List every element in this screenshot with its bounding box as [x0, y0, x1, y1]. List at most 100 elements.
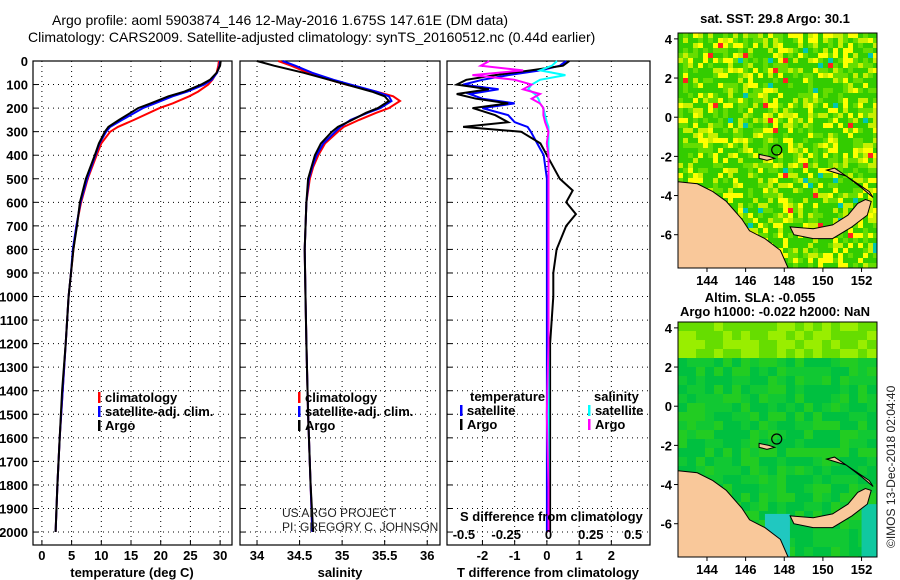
map-cell — [813, 198, 818, 203]
map-cell — [688, 103, 693, 108]
map-cell — [738, 198, 743, 203]
map-cell — [705, 466, 714, 475]
map-cell — [813, 168, 818, 173]
map-cell — [858, 412, 867, 421]
map-cell — [728, 198, 733, 203]
map-cell — [818, 168, 823, 173]
map-cell — [693, 153, 698, 158]
map-cell — [853, 248, 858, 253]
map-cell — [783, 143, 788, 148]
map-cell — [743, 58, 748, 63]
map-cell — [853, 143, 858, 148]
map-cell — [840, 394, 849, 403]
map-cell — [763, 168, 768, 173]
map-cell — [804, 340, 813, 349]
map-cell — [753, 203, 758, 208]
map-cell — [848, 153, 853, 158]
map-cell — [678, 178, 683, 183]
map-cell — [753, 118, 758, 123]
map-cell — [687, 457, 696, 466]
map-cell — [683, 38, 688, 43]
map-cell — [714, 403, 723, 412]
map-cell — [831, 430, 840, 439]
map-cell — [758, 123, 763, 128]
map-cell — [798, 78, 803, 83]
map-cell — [783, 118, 788, 123]
map-cell — [759, 457, 768, 466]
lon-tick-label: 148 — [773, 273, 795, 288]
map-cell — [867, 484, 876, 493]
map-cell — [777, 394, 786, 403]
map-cell — [822, 466, 831, 475]
map-cell — [795, 385, 804, 394]
map-cell — [858, 108, 863, 113]
map-cell — [713, 148, 718, 153]
x-tick-label: 36 — [420, 548, 434, 563]
map-cell — [778, 58, 783, 63]
lat-tick-label: 4 — [665, 32, 673, 47]
map-cell — [838, 63, 843, 68]
map-cell — [714, 331, 723, 340]
map-cell — [858, 133, 863, 138]
map-cell — [868, 138, 873, 143]
map-cell — [768, 48, 773, 53]
map-cell — [813, 511, 822, 520]
map-cell — [763, 43, 768, 48]
difference-panel: -2 -1 0 1 2temperaturesatelliteArgosalinitys… — [446, 60, 651, 580]
map-cell — [831, 529, 840, 538]
map-cell — [838, 158, 843, 163]
map-cell — [718, 123, 723, 128]
map-cell — [853, 148, 858, 153]
map-cell — [788, 208, 793, 213]
map-cell — [823, 98, 828, 103]
map-cell — [693, 108, 698, 113]
map-cell — [808, 88, 813, 93]
map-cell — [818, 153, 823, 158]
map-cell — [795, 430, 804, 439]
map-cell — [788, 113, 793, 118]
map-cell — [808, 48, 813, 53]
map-cell — [863, 88, 868, 93]
map-cell — [849, 376, 858, 385]
map-cell — [763, 108, 768, 113]
map-cell — [693, 148, 698, 153]
map-cell — [678, 376, 687, 385]
plot-frame — [239, 60, 441, 546]
map-cell — [858, 448, 867, 457]
map-cell — [698, 78, 703, 83]
map-cell — [759, 466, 768, 475]
map-cell — [798, 93, 803, 98]
map-cell — [813, 113, 818, 118]
map-cell — [732, 484, 741, 493]
map-cell — [683, 148, 688, 153]
map-cell — [759, 367, 768, 376]
map-cell — [693, 58, 698, 63]
map-cell — [848, 158, 853, 163]
map-cell — [678, 163, 683, 168]
map-cell — [783, 128, 788, 133]
map-cell — [793, 98, 798, 103]
map-cell — [773, 58, 778, 63]
map-cell — [868, 208, 873, 213]
map-cell — [843, 208, 848, 213]
map-cell — [873, 188, 877, 193]
map-cell — [813, 502, 822, 511]
map-cell — [873, 63, 877, 68]
map-cell — [748, 98, 753, 103]
map-cell — [693, 143, 698, 148]
map-cell — [868, 118, 873, 123]
map-cell — [803, 168, 808, 173]
map-cell — [696, 448, 705, 457]
map-cell — [813, 143, 818, 148]
map-cell — [803, 163, 808, 168]
map-cell — [873, 158, 877, 163]
map-cell — [728, 38, 733, 43]
map-cell — [759, 403, 768, 412]
map-cell — [813, 48, 818, 53]
map-cell — [868, 248, 873, 253]
map-cell — [748, 223, 753, 228]
y-tick-label: 600 — [6, 195, 28, 210]
map-cell — [793, 218, 798, 223]
map-cell — [708, 138, 713, 143]
map-cell — [808, 63, 813, 68]
